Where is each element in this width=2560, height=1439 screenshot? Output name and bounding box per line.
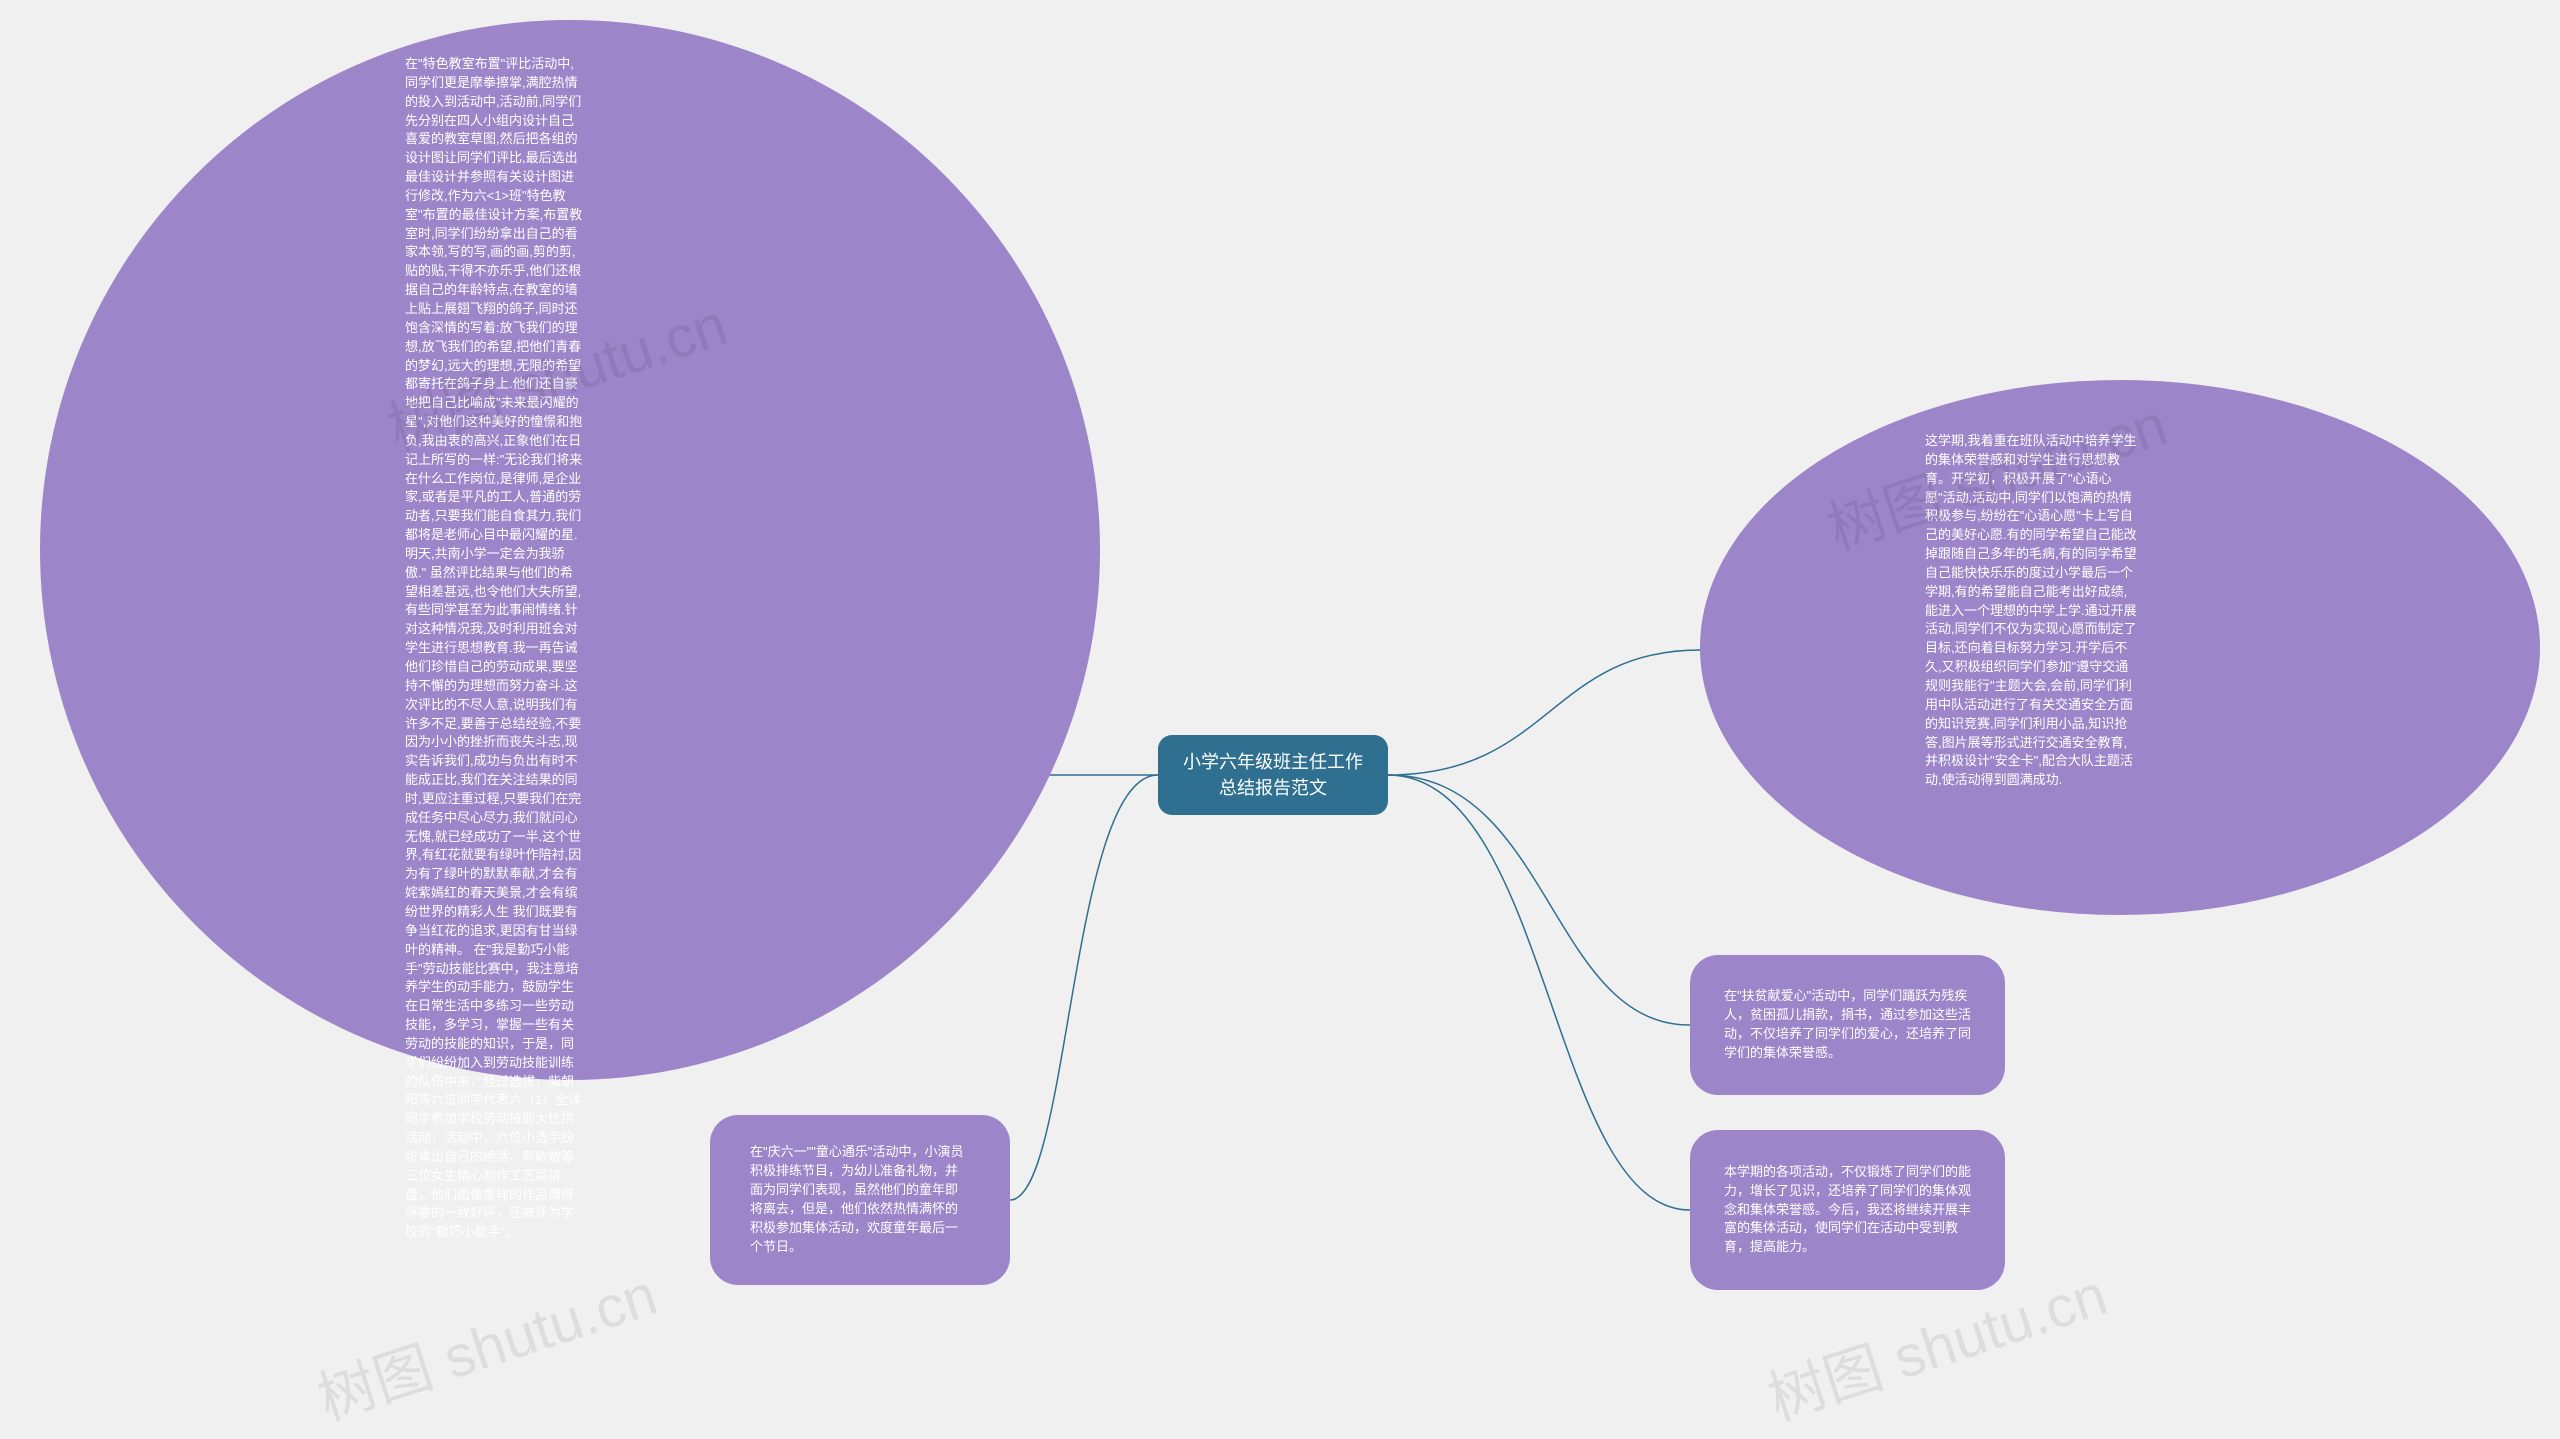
branch-node-childrens-day-text: 在"庆六一""童心通乐"活动中，小演员积极排练节目，为幼儿准备礼物，并面为同学们… xyxy=(750,1143,970,1256)
branch-node-summary-text: 本学期的各项活动，不仅锻炼了同学们的能力，增长了见识，还培养了同学们的集体观念和… xyxy=(1724,1163,1971,1257)
branch-node-wish-activity-text: 这学期,我着重在班队活动中培养学生的集体荣誉感和对学生进行思想教育。开学初，积极… xyxy=(1925,432,2140,790)
watermark: 树图 shutu.cn xyxy=(306,1248,666,1436)
branch-node-wish-activity[interactable]: 这学期,我着重在班队活动中培养学生的集体荣誉感和对学生进行思想教育。开学初，积极… xyxy=(1700,380,2540,915)
branch-node-summary[interactable]: 本学期的各项活动，不仅锻炼了同学们的能力，增长了见识，还培养了同学们的集体观念和… xyxy=(1690,1130,2005,1290)
central-node-label: 小学六年级班主任工作总结报告范文 xyxy=(1178,749,1368,801)
branch-node-childrens-day[interactable]: 在"庆六一""童心通乐"活动中，小演员积极排练节目，为幼儿准备礼物，并面为同学们… xyxy=(710,1115,1010,1285)
central-node[interactable]: 小学六年级班主任工作总结报告范文 xyxy=(1158,735,1388,815)
branch-node-classroom-decor-text: 在"特色教室布置"评比活动中,同学们更是摩拳擦掌,满腔热情的投入到活动中,活动前… xyxy=(405,55,585,1242)
branch-node-charity[interactable]: 在"扶贫献爱心"活动中，同学们踊跃为残疾人，贫困孤儿捐款，捐书，通过参加这些活动… xyxy=(1690,955,2005,1095)
branch-node-classroom-decor[interactable]: 在"特色教室布置"评比活动中,同学们更是摩拳擦掌,满腔热情的投入到活动中,活动前… xyxy=(40,20,1100,1080)
mindmap-canvas: 小学六年级班主任工作总结报告范文 在"特色教室布置"评比活动中,同学们更是摩拳擦… xyxy=(0,0,2560,1439)
branch-node-charity-text: 在"扶贫献爱心"活动中，同学们踊跃为残疾人，贫困孤儿捐款，捐书，通过参加这些活动… xyxy=(1724,987,1971,1062)
